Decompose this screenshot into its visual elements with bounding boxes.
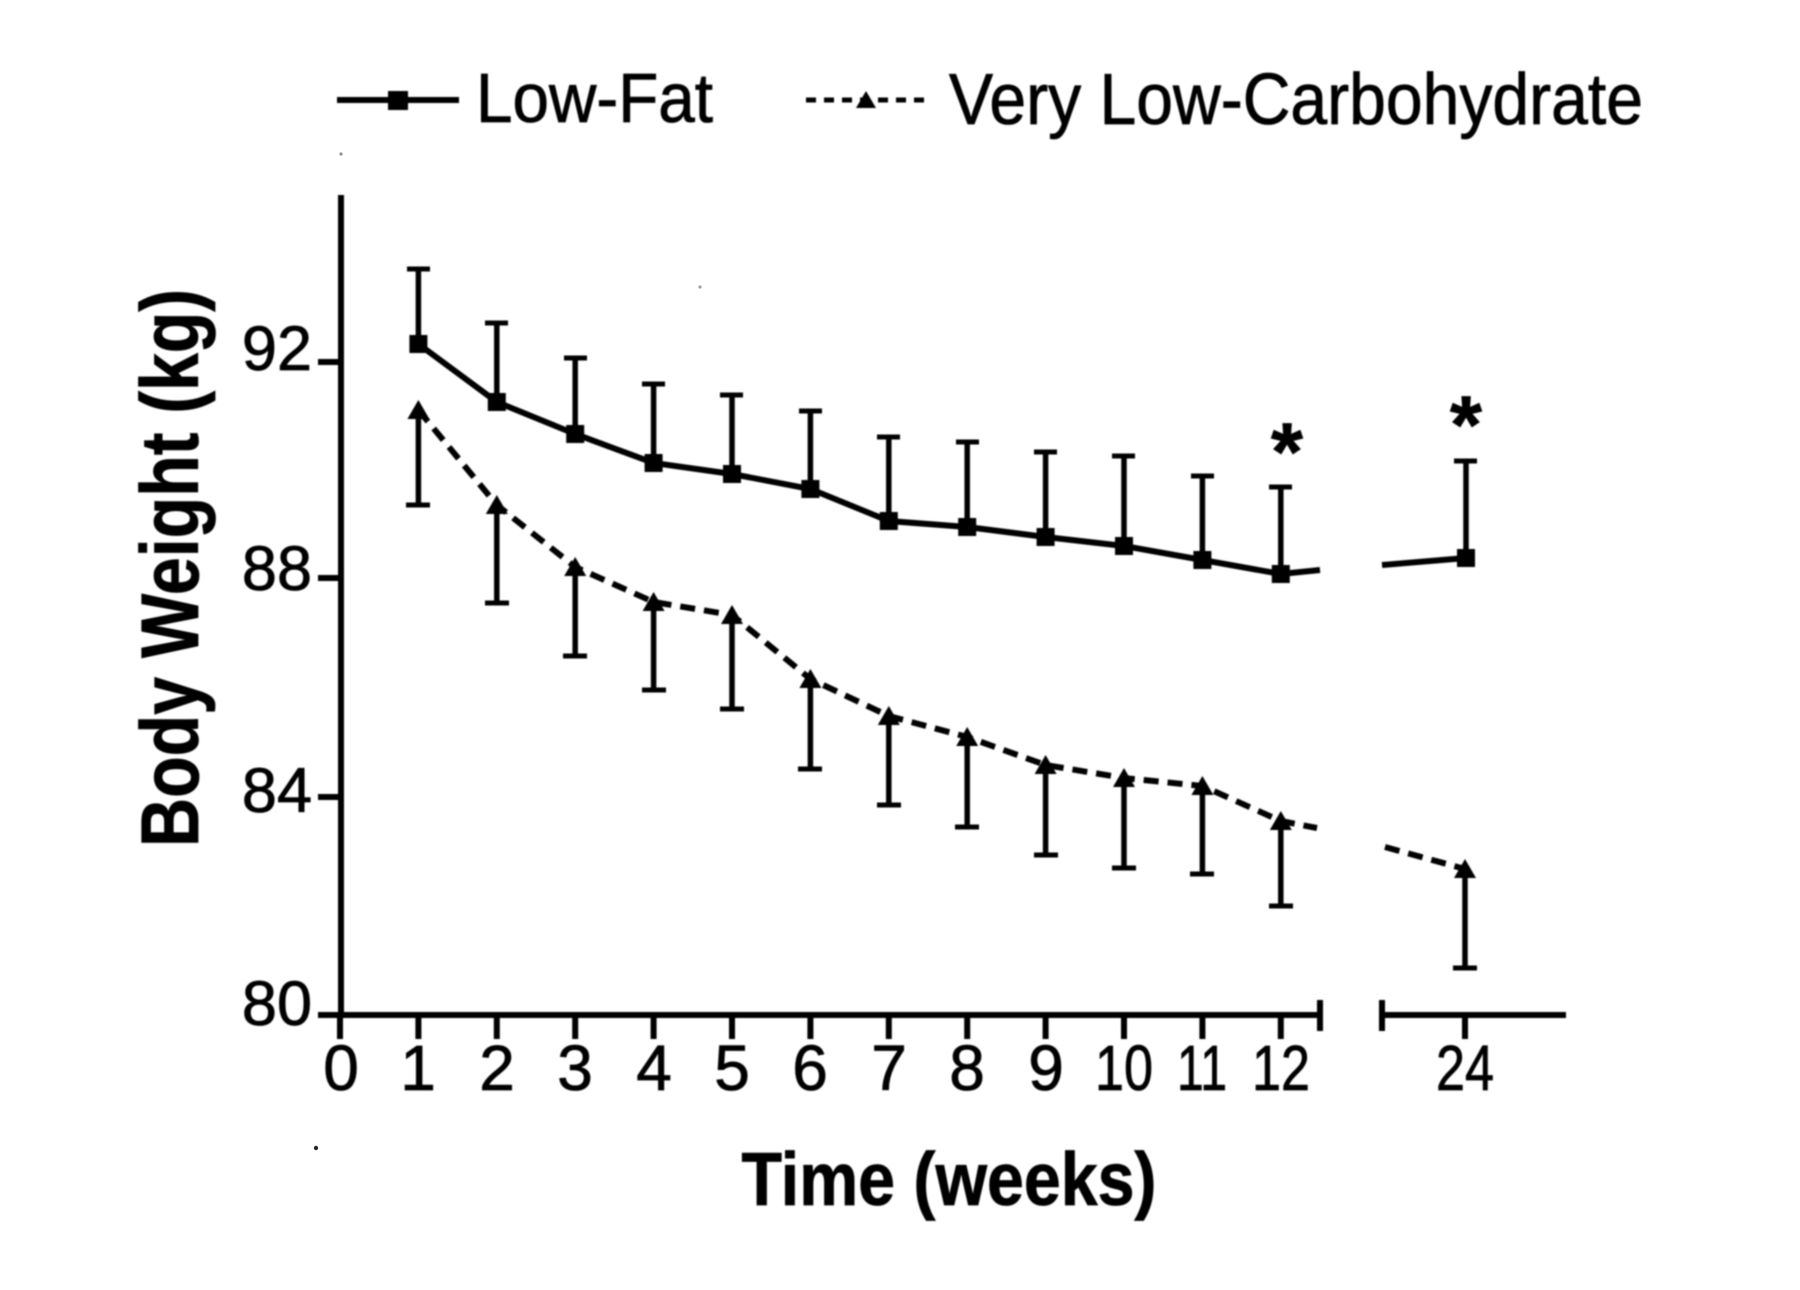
svg-text:Low-Fat: Low-Fat	[476, 59, 713, 137]
svg-text:3: 3	[557, 1032, 593, 1104]
svg-text:11: 11	[1177, 1032, 1227, 1104]
svg-text:5: 5	[714, 1032, 750, 1104]
svg-text:1: 1	[400, 1032, 436, 1104]
svg-text:24: 24	[1436, 1032, 1494, 1104]
svg-text:84: 84	[242, 756, 312, 826]
svg-text:8: 8	[949, 1032, 985, 1104]
svg-text:92: 92	[242, 314, 312, 384]
svg-text:10: 10	[1095, 1032, 1153, 1104]
svg-text:7: 7	[871, 1032, 907, 1104]
svg-text:Body Weight (kg): Body Weight (kg)	[125, 289, 216, 847]
svg-text:88: 88	[242, 534, 312, 604]
svg-text:4: 4	[636, 1032, 672, 1104]
svg-text:Time (weeks): Time (weeks)	[742, 1137, 1157, 1221]
svg-text:9: 9	[1028, 1032, 1064, 1104]
svg-text:*: *	[1450, 380, 1482, 471]
svg-text:*: *	[1271, 407, 1303, 498]
svg-text:12: 12	[1252, 1032, 1310, 1104]
svg-text:2: 2	[479, 1032, 515, 1104]
svg-text:6: 6	[792, 1032, 828, 1104]
svg-text:Very Low-Carbohydrate: Very Low-Carbohydrate	[949, 60, 1643, 140]
svg-text:80: 80	[242, 969, 312, 1039]
svg-text:0: 0	[323, 1032, 359, 1104]
